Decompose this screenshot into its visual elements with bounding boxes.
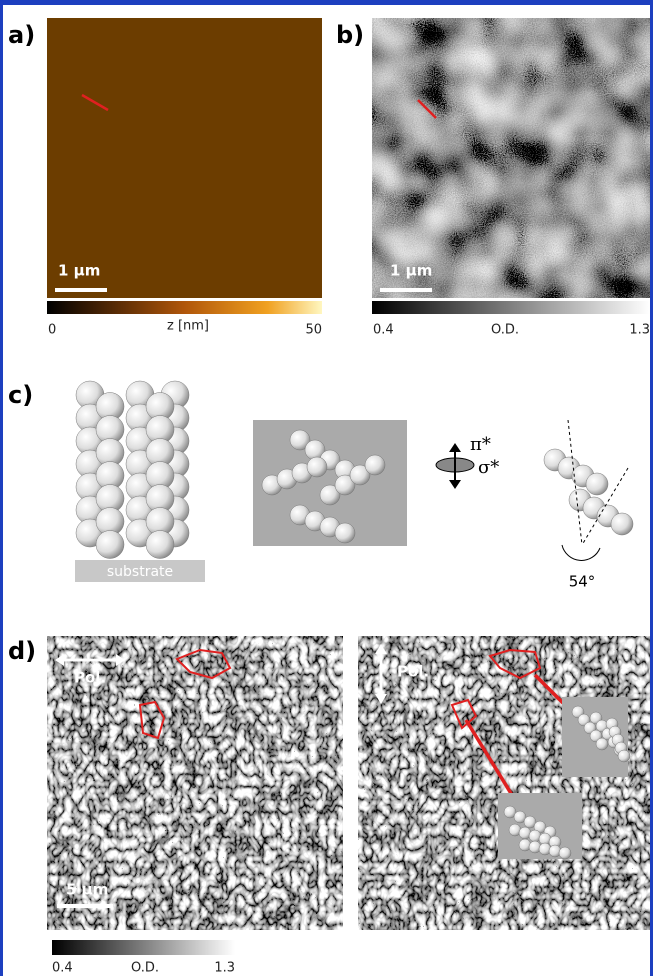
panel-label: c): [8, 381, 33, 409]
pi-label: π*: [470, 434, 491, 455]
scale-bar-label: 1 µm: [390, 262, 432, 280]
panel-label: a): [8, 21, 35, 49]
colorbar-min: 0.4: [373, 323, 394, 338]
substrate-label: substrate: [107, 564, 173, 580]
panel-label: d): [8, 637, 36, 665]
atom: [586, 473, 608, 495]
scale-bar: [380, 288, 432, 292]
colorbar-title: O.D.: [491, 323, 519, 338]
tilted-molecules: [544, 449, 633, 535]
xray-image: [372, 18, 650, 298]
colorbar: [372, 301, 650, 314]
border: [0, 0, 653, 5]
panel-label: b): [336, 21, 364, 49]
atom: [559, 847, 571, 859]
afm-image: [47, 18, 322, 298]
scale-bar: [57, 904, 113, 908]
pol-label: Pol.: [74, 669, 106, 687]
atom: [618, 750, 630, 762]
atom: [307, 457, 327, 477]
colorbar-max: 50: [305, 323, 322, 338]
atom: [146, 531, 174, 559]
scale-bar-label: 5 µm: [66, 881, 108, 899]
colorbar: [47, 301, 322, 314]
atom: [335, 523, 355, 543]
scale-bar-label: 1 µm: [58, 262, 100, 280]
colorbar-min: 0: [48, 323, 56, 338]
atom: [611, 513, 633, 535]
scale-bar: [55, 288, 107, 292]
colorbar-title: O.D.: [131, 961, 159, 976]
figure: a) 1 µm 0 z [nm] 50 b) 1 µm 0.4 O.D. 1.3…: [0, 0, 653, 976]
colorbar-max: 1.3: [214, 961, 235, 976]
angle-arc: [562, 545, 600, 560]
atom: [365, 455, 385, 475]
colorbar-title: z [nm]: [167, 319, 209, 334]
pol-label: Pol.: [397, 663, 429, 681]
angle-label: 54°: [569, 573, 596, 591]
colorbar-max: 1.3: [629, 323, 650, 338]
sigma-label: σ*: [478, 457, 499, 478]
colorbar: [52, 940, 235, 955]
molecule-stack: [76, 381, 189, 559]
atom: [96, 531, 124, 559]
colorbar-min: 0.4: [52, 961, 73, 976]
border: [0, 0, 3, 976]
